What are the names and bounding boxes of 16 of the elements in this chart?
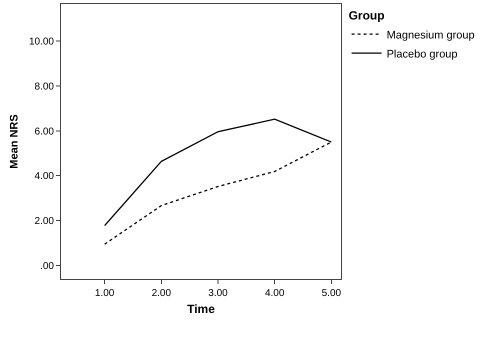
- legend-label: Placebo group: [386, 48, 458, 60]
- y-tick-label: .00: [40, 261, 54, 272]
- y-tick-label: 6.00: [34, 126, 54, 138]
- y-axis-title: Mean NRS: [8, 114, 21, 169]
- x-tick-label: 5.00: [322, 288, 342, 299]
- y-tick-label: 8.00: [34, 81, 54, 92]
- legend-label: Magnesium group: [386, 29, 475, 42]
- y-tick-label: 10.00: [28, 36, 54, 48]
- x-tick-label: 2.00: [152, 288, 172, 299]
- y-tick-label: 2.00: [34, 216, 54, 228]
- x-tick-label: 3.00: [208, 288, 228, 299]
- x-tick-label: 4.00: [264, 288, 285, 299]
- x-axis-title: Time: [187, 302, 216, 316]
- x-tick-label: 1.00: [94, 288, 115, 299]
- y-tick-label: 4.00: [34, 171, 54, 182]
- legend-title: Group: [348, 8, 385, 23]
